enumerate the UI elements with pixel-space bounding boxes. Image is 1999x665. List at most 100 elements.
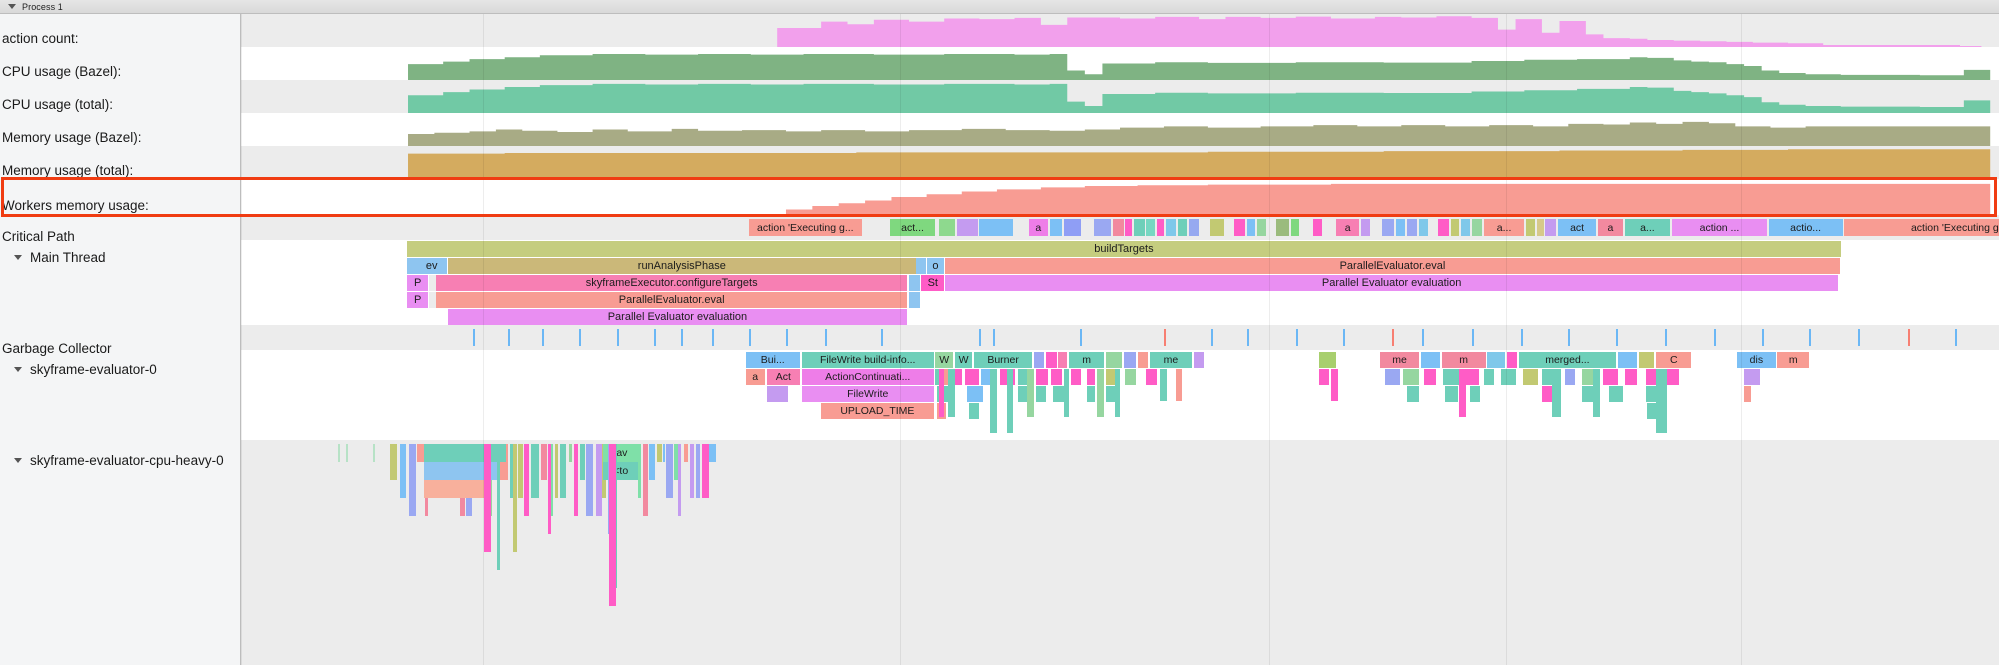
critical-path-slice-unlabeled[interactable] — [1209, 219, 1224, 236]
cpu-heavy-tick[interactable] — [346, 444, 349, 462]
skyframe-evaluator-slice[interactable]: C — [1656, 352, 1692, 368]
main-thread-slice[interactable]: buildTargets — [407, 241, 1841, 257]
cpu-heavy-deep-slice[interactable] — [484, 444, 491, 552]
skyframe-evaluator-microbar[interactable] — [1160, 369, 1168, 401]
critical-path-slice-unlabeled[interactable] — [1360, 219, 1370, 236]
skyframe-evaluator-microbar[interactable] — [1592, 369, 1600, 417]
critical-path-slice-unlabeled[interactable] — [1134, 219, 1145, 236]
skyframe-evaluator-slice[interactable] — [1035, 369, 1048, 385]
skyframe-evaluator-slice[interactable] — [1086, 369, 1096, 385]
critical-path-slice-unlabeled[interactable] — [1225, 219, 1233, 236]
main-thread-slice[interactable]: ParallelEvaluator.eval — [945, 258, 1840, 274]
main-thread-slice[interactable]: ParallelEvaluator.eval — [436, 292, 908, 308]
cpu-heavy-slice[interactable] — [642, 444, 649, 516]
skyframe-evaluator-slice[interactable] — [968, 403, 980, 419]
cpu-heavy-slice[interactable] — [573, 444, 579, 516]
main-thread-slice[interactable] — [429, 292, 437, 308]
skyframe-evaluator-microbar[interactable] — [1656, 369, 1667, 433]
critical-path-slice-unlabeled[interactable] — [1301, 219, 1312, 236]
track-row[interactable]: action 'Executing g... act... a a a... act a a.… — [241, 215, 1999, 240]
cpu-heavy-deep-slice[interactable] — [496, 444, 501, 570]
cpu-heavy-block[interactable] — [423, 462, 500, 480]
main-thread-slice[interactable] — [916, 258, 926, 274]
skyframe-evaluator-slice[interactable] — [1086, 386, 1096, 402]
skyframe-evaluator-slice[interactable] — [1466, 369, 1479, 385]
gc-event-tick[interactable] — [1211, 329, 1214, 346]
critical-path-slice-unlabeled[interactable] — [1257, 219, 1266, 236]
critical-path-slice[interactable]: action ... — [1672, 219, 1767, 236]
critical-path-slice-unlabeled[interactable] — [979, 219, 1013, 236]
skyframe-evaluator-slice[interactable] — [1608, 386, 1623, 402]
skyframe-evaluator-slice[interactable]: merged... — [1519, 352, 1616, 368]
cpu-heavy-slice[interactable] — [696, 444, 701, 498]
cpu-heavy-slice[interactable] — [580, 444, 586, 480]
main-thread-slice[interactable]: Parallel Evaluator evaluation — [945, 275, 1839, 291]
skyframe-evaluator-slice[interactable]: W — [954, 352, 973, 368]
critical-path-slice-unlabeled[interactable] — [1093, 219, 1112, 236]
skyframe-evaluator-microbar[interactable] — [1330, 369, 1338, 401]
critical-path-slice-unlabeled[interactable] — [1536, 219, 1544, 236]
main-thread-slice[interactable] — [909, 275, 921, 291]
skyframe-evaluator-slice[interactable] — [1445, 386, 1458, 402]
cpu-heavy-tick[interactable] — [337, 444, 340, 462]
skyframe-evaluator-microbar[interactable] — [1063, 369, 1069, 417]
critical-path-slice-unlabeled[interactable] — [1545, 219, 1556, 236]
skyframe-evaluator-slice[interactable]: Burner — [974, 352, 1033, 368]
gc-event-tick[interactable] — [1568, 329, 1571, 346]
track-row[interactable] — [241, 146, 1999, 179]
skyframe-evaluator-slice[interactable] — [1501, 369, 1516, 385]
gc-event-tick[interactable] — [578, 329, 581, 346]
skyframe-evaluator-slice[interactable] — [1105, 386, 1117, 402]
skyframe-evaluator-slice[interactable] — [1058, 352, 1068, 368]
gc-event-tick[interactable] — [1246, 329, 1249, 346]
critical-path-slice-unlabeled[interactable] — [1083, 219, 1092, 236]
skyframe-evaluator-slice[interactable] — [954, 369, 962, 385]
skyframe-evaluator-slice[interactable] — [1403, 369, 1419, 385]
main-thread-slice[interactable]: St — [921, 275, 945, 291]
main-thread-slice[interactable]: runAnalysisPhase — [447, 258, 917, 274]
critical-path-slice-unlabeled[interactable] — [866, 219, 888, 236]
track-row[interactable]: Bui... FileWrite build-info... W W Burner m me… — [241, 350, 1999, 440]
skyframe-evaluator-slice[interactable] — [1617, 352, 1637, 368]
track-label-skyframe-evaluator-0[interactable]: skyframe-evaluator-0 — [0, 359, 241, 379]
critical-path-slice-unlabeled[interactable] — [1461, 219, 1470, 236]
gc-event-tick[interactable] — [1809, 329, 1812, 346]
critical-path-slice-unlabeled[interactable] — [1276, 219, 1289, 236]
skyframe-evaluator-slice[interactable] — [1385, 369, 1400, 385]
main-thread-slice[interactable] — [909, 292, 921, 308]
critical-path-slice[interactable]: actio... — [1768, 219, 1843, 236]
skyframe-evaluator-slice[interactable]: me — [1380, 352, 1419, 368]
critical-path-slice-unlabeled[interactable] — [1438, 219, 1449, 236]
cpu-heavy-slice[interactable] — [390, 444, 397, 480]
gc-event-tick[interactable] — [1422, 329, 1425, 346]
track-label-main-thread[interactable]: Main Thread — [0, 247, 241, 267]
skyframe-evaluator-slice[interactable] — [1541, 386, 1555, 402]
skyframe-evaluator-slice[interactable]: ActionContinuati... — [801, 369, 934, 385]
skyframe-evaluator-slice[interactable] — [1744, 369, 1760, 385]
cpu-heavy-deep-slice[interactable] — [609, 444, 617, 606]
main-thread-slice[interactable] — [429, 275, 437, 291]
cpu-heavy-slice[interactable] — [518, 444, 524, 498]
critical-path-slice-unlabeled[interactable] — [1526, 219, 1535, 236]
cpu-heavy-block[interactable] — [423, 480, 491, 498]
cpu-heavy-slice[interactable] — [540, 444, 548, 480]
skyframe-evaluator-microbar[interactable] — [938, 369, 945, 417]
cpu-heavy-slice[interactable] — [416, 444, 425, 462]
skyframe-evaluator-microbar[interactable] — [1026, 369, 1034, 417]
cpu-heavy-deep-slice[interactable] — [547, 444, 552, 534]
critical-path-slice-unlabeled[interactable] — [1125, 219, 1133, 236]
cpu-heavy-slice[interactable] — [678, 444, 682, 516]
critical-path-slice-unlabeled[interactable] — [1234, 219, 1245, 236]
cpu-heavy-slice[interactable] — [500, 444, 508, 480]
gc-event-tick[interactable] — [1343, 329, 1346, 346]
critical-path-slice[interactable]: a... — [1483, 219, 1525, 236]
triangle-down-icon[interactable] — [14, 457, 22, 463]
critical-path-slice-unlabeled[interactable] — [1188, 219, 1200, 236]
main-thread-slice[interactable] — [407, 258, 417, 274]
skyframe-evaluator-slice[interactable] — [1666, 369, 1680, 385]
cpu-heavy-slice[interactable] — [530, 444, 540, 498]
track-canvas-area[interactable]: action 'Executing g... act... a a a... act a a.… — [241, 14, 1999, 665]
critical-path-slice[interactable]: a... — [1624, 219, 1671, 236]
critical-path-slice-unlabeled[interactable] — [1323, 219, 1335, 236]
gc-event-tick[interactable] — [1907, 329, 1910, 346]
